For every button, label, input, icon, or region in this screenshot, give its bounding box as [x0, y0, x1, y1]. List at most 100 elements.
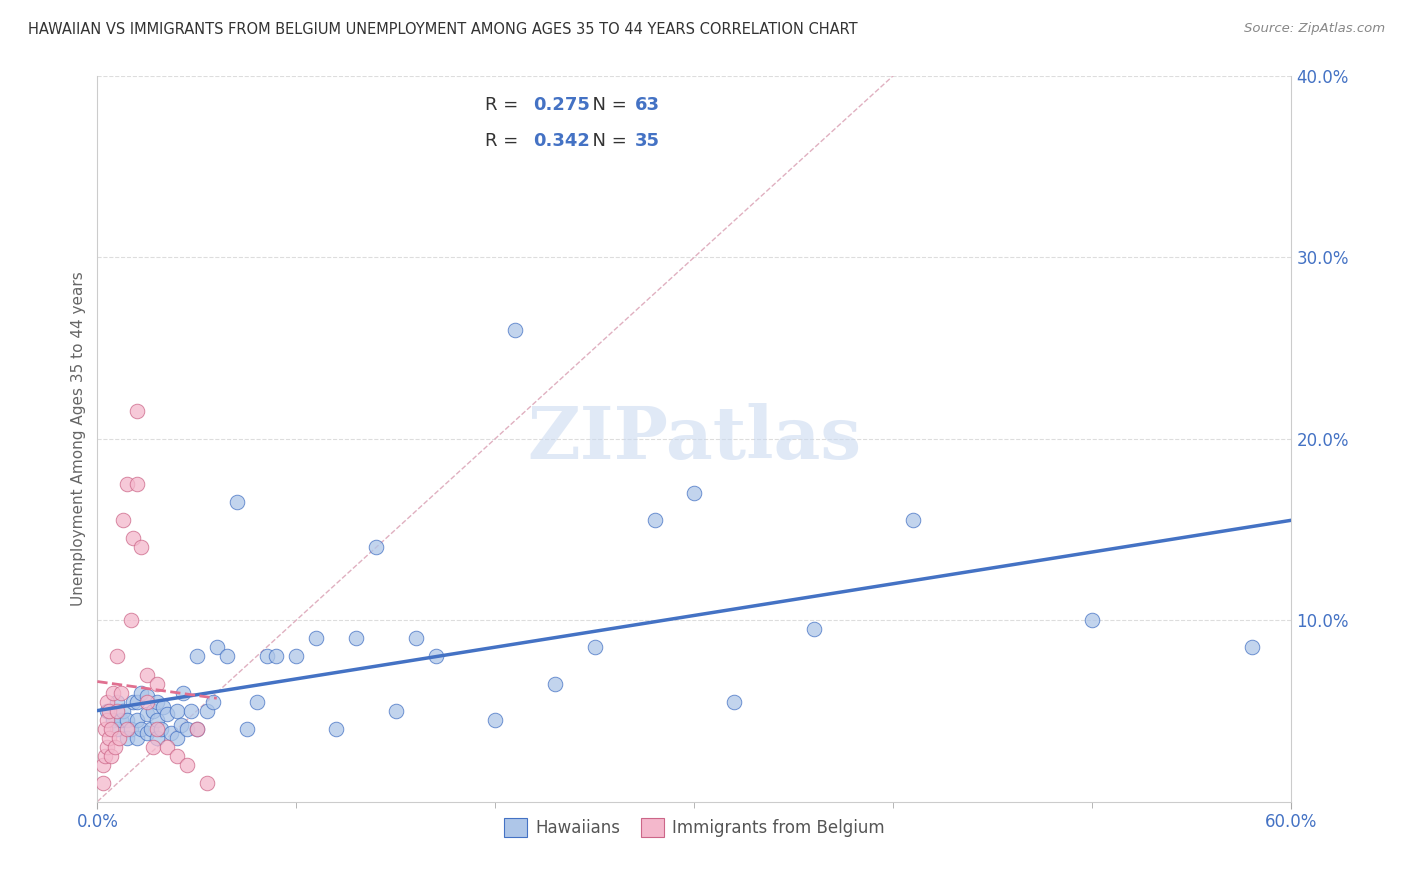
Point [112, 513, 135, 527]
Point [94, 722, 117, 736]
Point [305, 631, 328, 645]
Text: N =: N = [581, 95, 633, 113]
Point [166, 731, 188, 745]
Point [112, 704, 135, 718]
Point [120, 722, 142, 736]
Point [205, 640, 228, 655]
Point [146, 695, 169, 709]
Point [256, 649, 278, 664]
Point [115, 713, 138, 727]
Point [195, 704, 218, 718]
Point [129, 722, 152, 736]
Point [180, 704, 202, 718]
Point [146, 731, 169, 745]
Point [96, 740, 118, 755]
Point [96, 713, 118, 727]
Point [152, 700, 174, 714]
Point [100, 722, 122, 736]
Point [136, 690, 159, 704]
Text: 35: 35 [634, 132, 659, 150]
Point [176, 758, 198, 772]
Point [425, 649, 447, 664]
Point [96, 704, 118, 718]
Point [225, 495, 247, 509]
Point [903, 513, 925, 527]
Point [127, 731, 149, 745]
Point [129, 541, 152, 555]
Point [142, 740, 165, 755]
Text: 0.342: 0.342 [533, 132, 591, 150]
Point [166, 749, 188, 764]
Point [98, 704, 121, 718]
Point [96, 695, 118, 709]
Point [139, 722, 162, 736]
Point [364, 541, 387, 555]
Text: N =: N = [581, 132, 633, 150]
Point [110, 713, 132, 727]
Text: R =: R = [485, 132, 524, 150]
Point [115, 722, 138, 736]
Point [129, 686, 152, 700]
Point [215, 649, 238, 664]
Point [266, 649, 288, 664]
Text: 0.275: 0.275 [533, 95, 591, 113]
Text: HAWAIIAN VS IMMIGRANTS FROM BELGIUM UNEMPLOYMENT AMONG AGES 35 TO 44 YEARS CORRE: HAWAIIAN VS IMMIGRANTS FROM BELGIUM UNEM… [28, 22, 858, 37]
Point [146, 722, 169, 736]
Point [484, 713, 506, 727]
Text: 63: 63 [634, 95, 659, 113]
Text: ZIPatlas: ZIPatlas [527, 403, 862, 474]
Point [127, 477, 149, 491]
Point [385, 704, 408, 718]
Point [136, 695, 159, 709]
Point [115, 477, 138, 491]
Point [103, 686, 125, 700]
Point [503, 323, 526, 337]
Point [405, 631, 427, 645]
Point [1081, 613, 1104, 627]
Legend: Hawaiians, Immigrants from Belgium: Hawaiians, Immigrants from Belgium [498, 812, 891, 844]
Point [201, 695, 224, 709]
Point [122, 695, 145, 709]
Point [110, 686, 132, 700]
Point [115, 731, 138, 745]
Point [100, 749, 122, 764]
Point [245, 695, 267, 709]
Point [136, 707, 159, 722]
Point [108, 731, 131, 745]
Point [91, 758, 114, 772]
Point [104, 740, 127, 755]
Point [166, 704, 188, 718]
Point [127, 713, 149, 727]
Y-axis label: Unemployment Among Ages 35 to 44 years: Unemployment Among Ages 35 to 44 years [72, 271, 86, 606]
Point [723, 695, 745, 709]
Point [120, 613, 142, 627]
Point [146, 713, 169, 727]
Point [105, 722, 128, 736]
Point [186, 722, 208, 736]
Point [105, 704, 128, 718]
Point [105, 695, 128, 709]
Point [235, 722, 257, 736]
Point [176, 722, 198, 736]
Point [103, 713, 125, 727]
Point [683, 486, 706, 500]
Point [172, 686, 194, 700]
Point [186, 722, 208, 736]
Point [170, 718, 193, 732]
Point [156, 740, 179, 755]
Point [285, 649, 308, 664]
Point [195, 776, 218, 790]
Text: Source: ZipAtlas.com: Source: ZipAtlas.com [1244, 22, 1385, 36]
Point [136, 725, 159, 739]
Point [142, 704, 165, 718]
Point [127, 695, 149, 709]
Point [122, 532, 145, 546]
Point [544, 676, 567, 690]
Point [136, 667, 159, 681]
Point [150, 722, 173, 736]
Point [803, 622, 825, 636]
Point [186, 649, 208, 664]
Point [94, 749, 117, 764]
Point [146, 676, 169, 690]
Point [1240, 640, 1263, 655]
